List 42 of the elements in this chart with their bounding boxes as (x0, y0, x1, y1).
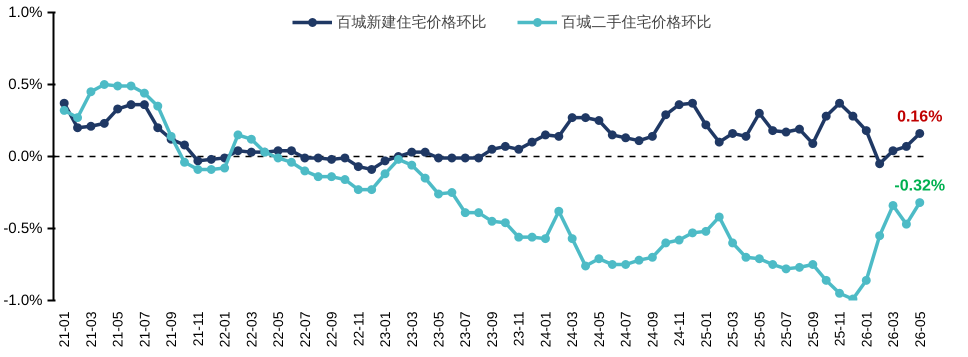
y-tick-label: 0.5% (8, 76, 43, 93)
legend-label: 百城新建住宅价格环比 (336, 12, 486, 32)
x-tick-label: 22-03 (243, 311, 260, 348)
x-tick-label: 25-05 (751, 311, 768, 348)
x-tick-label: 21-09 (163, 311, 180, 348)
x-tick-label: 21-05 (110, 311, 126, 348)
x-tick-label: 23-01 (377, 311, 394, 348)
x-tick-label: 23-09 (484, 311, 500, 348)
annotation: 0.16% (897, 108, 942, 126)
x-tick-label: 25-01 (698, 311, 714, 348)
x-tick-label: 22-09 (324, 311, 340, 348)
x-tick-label: 23-03 (404, 311, 420, 348)
x-tick-label: 24-01 (537, 311, 554, 348)
y-tick-label: 0.0% (8, 148, 43, 165)
x-tick-label: 24-09 (644, 311, 660, 348)
x-tick-label: 22-01 (216, 311, 233, 348)
annotation: -0.32% (894, 178, 946, 195)
x-tick-label: 25-03 (724, 311, 741, 348)
x-tick-label: 24-03 (564, 311, 580, 348)
y-tick-label: 1.0% (8, 4, 43, 21)
x-tick-label: 23-11 (510, 311, 527, 346)
x-tick-label: 26-03 (885, 311, 902, 348)
x-tick-label: 21-07 (136, 311, 152, 348)
x-tick-label: 23-07 (457, 311, 474, 348)
x-tick-label: 25-09 (804, 311, 821, 348)
x-tick-label: 21-11 (190, 311, 206, 346)
y-tick-label: -0.5% (3, 220, 43, 237)
x-tick-label: 24-05 (590, 311, 607, 348)
x-tick-label: 24-07 (618, 311, 634, 348)
x-tick-label: 25-11 (832, 311, 848, 346)
x-tick-label: 22-07 (296, 311, 313, 348)
x-tick-label: 26-01 (858, 311, 874, 348)
x-tick-label: 24-11 (671, 311, 688, 346)
x-tick-label: 22-05 (270, 311, 286, 348)
legend-label: 百城二手住宅价格环比 (562, 12, 712, 32)
x-tick-label: 21-03 (82, 311, 99, 348)
x-tick-label: 23-05 (430, 311, 446, 348)
y-tick-label: -1.0% (3, 292, 43, 309)
x-tick-label: 21-01 (56, 311, 72, 348)
x-tick-label: 25-07 (778, 311, 794, 348)
x-tick-label: 26-05 (912, 311, 928, 348)
x-tick-label: 22-11 (350, 311, 366, 346)
